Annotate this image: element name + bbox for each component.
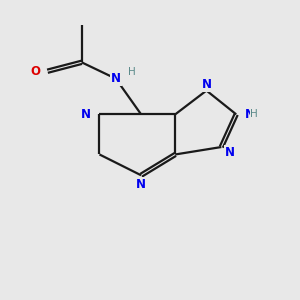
Text: N: N (81, 108, 91, 121)
Text: N: N (245, 108, 255, 121)
Text: N: N (111, 72, 121, 85)
Text: N: N (202, 77, 212, 91)
Text: O: O (30, 65, 40, 78)
Text: N: N (136, 178, 146, 191)
Text: H: H (250, 109, 258, 119)
Text: N: N (225, 146, 235, 160)
Text: H: H (128, 67, 136, 77)
